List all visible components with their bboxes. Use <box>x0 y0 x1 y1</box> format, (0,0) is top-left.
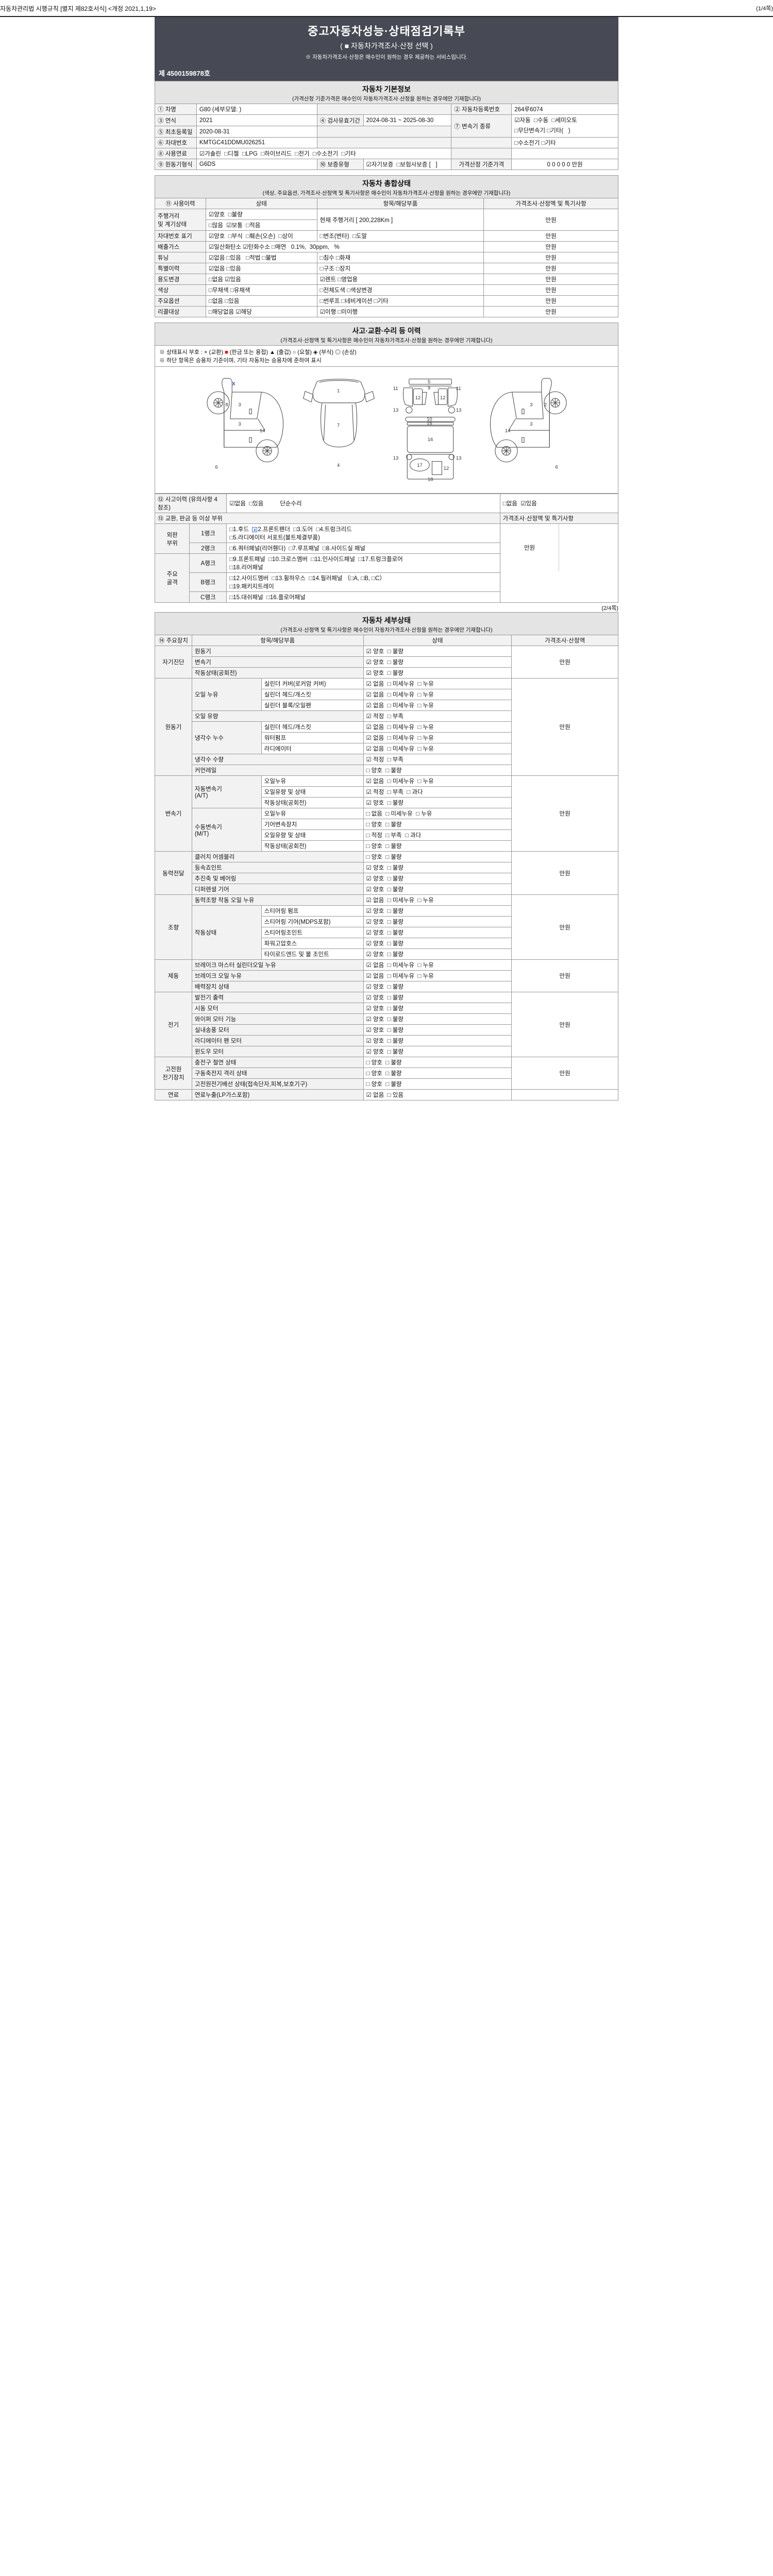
svg-text:5: 5 <box>427 379 430 385</box>
svg-text:X: X <box>232 381 236 387</box>
svg-text:13: 13 <box>456 455 461 461</box>
svg-text:13: 13 <box>393 408 398 413</box>
svg-text:11: 11 <box>393 386 398 392</box>
svg-text:12: 12 <box>443 466 449 471</box>
svg-text:14: 14 <box>259 428 265 434</box>
svg-text:13: 13 <box>393 455 398 461</box>
svg-text:3: 3 <box>530 402 532 408</box>
svg-text:6: 6 <box>215 465 217 470</box>
svg-text:12: 12 <box>415 395 421 401</box>
svg-text:9: 9 <box>427 385 430 391</box>
svg-text:3: 3 <box>238 421 241 427</box>
svg-text:7: 7 <box>337 423 340 429</box>
svg-text:3: 3 <box>238 402 241 408</box>
svg-text:12: 12 <box>440 395 445 401</box>
svg-text:4: 4 <box>337 463 340 468</box>
svg-text:8: 8 <box>225 402 228 408</box>
svg-text:18: 18 <box>427 477 433 482</box>
svg-text:3: 3 <box>530 421 532 427</box>
svg-text:1: 1 <box>337 388 340 394</box>
svg-text:14: 14 <box>505 428 510 434</box>
svg-text:13: 13 <box>456 408 461 413</box>
svg-text:6: 6 <box>555 465 558 470</box>
svg-text:16: 16 <box>427 437 433 443</box>
svg-text:17: 17 <box>417 463 423 468</box>
svg-text:15: 15 <box>427 421 432 427</box>
svg-text:2: 2 <box>544 402 546 408</box>
svg-text:11: 11 <box>456 386 461 392</box>
